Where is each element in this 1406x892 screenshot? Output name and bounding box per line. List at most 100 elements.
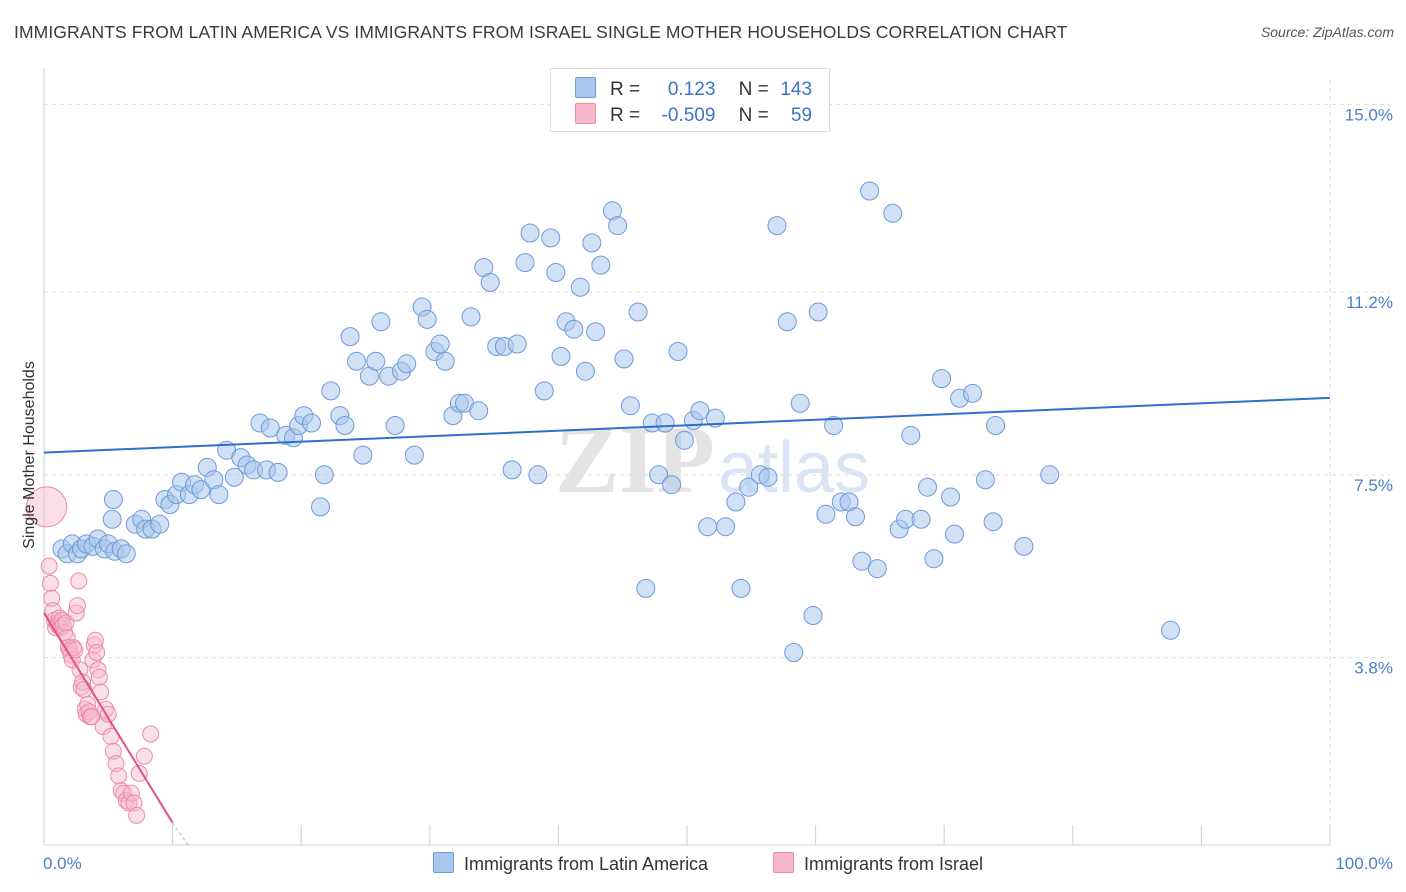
blue-point bbox=[1014, 536, 1034, 556]
blue-point bbox=[366, 351, 386, 371]
pink-point bbox=[112, 782, 130, 800]
y-tick-label: 15.0% bbox=[1345, 106, 1393, 125]
source-label: Source: ZipAtlas.com bbox=[1260, 24, 1394, 40]
blue-point bbox=[777, 312, 797, 332]
y-axis-title: Single Mother Households bbox=[21, 361, 38, 549]
blue-point bbox=[860, 181, 880, 201]
blue-point bbox=[620, 396, 640, 416]
trend-line-latin-america bbox=[43, 396, 1331, 454]
pink-point bbox=[43, 589, 61, 607]
blue-point bbox=[314, 465, 334, 485]
blue-point bbox=[546, 263, 566, 282]
blue-point bbox=[628, 302, 648, 322]
blue-point bbox=[520, 223, 540, 243]
y-tick-label: 3.8% bbox=[1354, 658, 1393, 677]
pink-point bbox=[142, 725, 160, 743]
trend-line-israel-extension bbox=[171, 822, 189, 846]
legend-r-value: 0.123 bbox=[667, 79, 716, 100]
blue-point bbox=[515, 253, 535, 273]
series-latin-america-points bbox=[52, 181, 1180, 662]
blue-point bbox=[655, 413, 675, 433]
pink-point bbox=[130, 764, 148, 782]
blue-point bbox=[268, 462, 288, 482]
blue-point bbox=[397, 354, 417, 374]
blue-point bbox=[808, 302, 828, 322]
blue-point bbox=[335, 416, 355, 435]
blue-point bbox=[983, 512, 1003, 532]
trend-line-israel bbox=[43, 612, 174, 824]
bottom-legend-swatch-pink bbox=[773, 852, 794, 873]
blue-point bbox=[883, 203, 903, 223]
trend-lines bbox=[43, 396, 1331, 846]
x-tick-labels: 0.0% 100.0% bbox=[43, 854, 1393, 873]
blue-point bbox=[570, 277, 590, 297]
blue-point bbox=[507, 334, 527, 354]
blue-point bbox=[963, 383, 982, 403]
blue-point bbox=[430, 334, 450, 354]
pink-point bbox=[26, 486, 68, 528]
blue-point bbox=[662, 475, 682, 495]
blue-point bbox=[636, 578, 656, 598]
blue-point bbox=[758, 467, 778, 487]
blue-point bbox=[690, 401, 710, 421]
legend-row-israel: R = -0.509 N = 59 bbox=[575, 103, 812, 127]
chart-title: IMMIGRANTS FROM LATIN AMERICA VS IMMIGRA… bbox=[14, 22, 1068, 42]
blue-point bbox=[480, 272, 500, 292]
blue-point bbox=[435, 351, 455, 371]
blue-point bbox=[582, 233, 602, 253]
blue-point bbox=[816, 504, 836, 524]
blue-point bbox=[614, 349, 634, 369]
pink-point bbox=[128, 806, 146, 824]
blue-point bbox=[846, 507, 865, 527]
blue-point bbox=[986, 416, 1006, 435]
blue-point bbox=[209, 485, 229, 505]
pink-point bbox=[120, 794, 138, 812]
legend-r-label: R = bbox=[610, 105, 641, 126]
blue-point bbox=[649, 465, 669, 485]
bottom-legend-swatch-blue bbox=[433, 852, 454, 873]
blue-point bbox=[385, 416, 405, 435]
blue-point bbox=[767, 216, 787, 236]
axes bbox=[43, 68, 1331, 846]
bottom-legend-latin-america: Immigrants from Latin America bbox=[433, 852, 708, 875]
blue-point bbox=[321, 381, 341, 401]
blue-point bbox=[731, 578, 751, 598]
blue-point bbox=[340, 327, 360, 347]
legend-n-value: 59 bbox=[790, 105, 813, 126]
pink-point bbox=[68, 597, 86, 615]
pink-point bbox=[86, 631, 104, 649]
blue-point bbox=[716, 517, 736, 537]
legend-n-label: N = bbox=[738, 105, 769, 126]
bottom-legend-israel: Immigrants from Israel bbox=[773, 852, 983, 875]
blue-point bbox=[901, 425, 921, 445]
blue-point bbox=[102, 509, 122, 529]
x-tick-label: 100.0% bbox=[1335, 854, 1393, 873]
blue-point bbox=[924, 549, 944, 569]
blue-point bbox=[347, 351, 366, 371]
pink-point bbox=[41, 574, 59, 592]
blue-point bbox=[461, 307, 481, 327]
blue-point bbox=[417, 309, 437, 329]
blue-point bbox=[1161, 620, 1180, 640]
blue-point bbox=[404, 445, 424, 465]
pink-point bbox=[90, 668, 108, 686]
x-tick-label: 0.0% bbox=[43, 854, 82, 873]
legend-n-value: 143 bbox=[780, 79, 813, 100]
legend-row-latin-america: R = 0.123 N = 143 bbox=[575, 77, 812, 101]
legend-swatch-blue bbox=[575, 77, 596, 98]
blue-point bbox=[608, 216, 628, 236]
pink-point bbox=[83, 708, 101, 726]
series-israel-points bbox=[26, 486, 160, 824]
blue-point bbox=[824, 416, 844, 435]
pink-point bbox=[75, 681, 93, 698]
blue-point bbox=[564, 319, 584, 339]
blue-point bbox=[674, 430, 694, 450]
blue-point bbox=[534, 381, 554, 401]
legend-n-label: N = bbox=[738, 79, 769, 100]
blue-point bbox=[150, 514, 170, 534]
pink-point bbox=[40, 557, 58, 575]
blue-point bbox=[103, 490, 123, 509]
blue-point bbox=[932, 369, 952, 389]
blue-point bbox=[528, 465, 548, 485]
pink-point bbox=[122, 784, 140, 802]
